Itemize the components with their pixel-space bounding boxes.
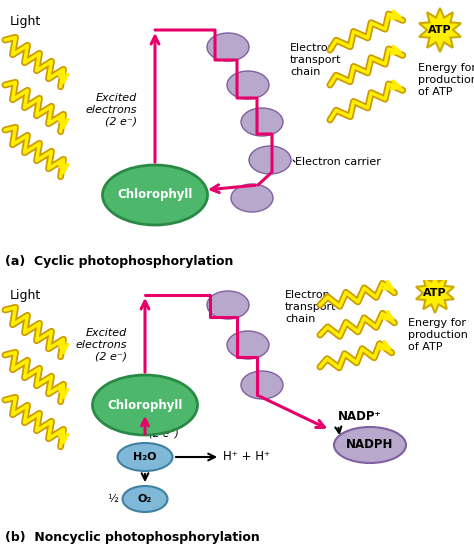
Text: Electron
transport
chain: Electron transport chain (290, 43, 341, 76)
Text: Chlorophyll: Chlorophyll (107, 399, 182, 411)
Ellipse shape (334, 427, 406, 463)
Text: H⁺ + H⁺: H⁺ + H⁺ (223, 450, 270, 464)
Text: ATP: ATP (423, 288, 447, 298)
Text: H₂O: H₂O (133, 452, 157, 462)
Ellipse shape (207, 291, 249, 319)
Text: Light: Light (10, 15, 41, 29)
Ellipse shape (249, 146, 291, 174)
Text: ATP: ATP (428, 25, 452, 35)
Text: Chlorophyll: Chlorophyll (117, 189, 193, 201)
Text: Electron
transport
chain: Electron transport chain (285, 290, 337, 323)
Ellipse shape (227, 331, 269, 359)
Text: Energy for
production
of ATP: Energy for production of ATP (418, 63, 474, 97)
Text: Electron carrier: Electron carrier (295, 157, 381, 167)
Ellipse shape (102, 165, 208, 225)
Ellipse shape (241, 371, 283, 399)
Text: (b)  Noncyclic photophosphorylation: (b) Noncyclic photophosphorylation (5, 531, 260, 543)
Ellipse shape (122, 486, 167, 512)
Polygon shape (416, 273, 454, 313)
Text: NADP⁺: NADP⁺ (338, 410, 382, 424)
Ellipse shape (241, 108, 283, 136)
Text: (a)  Cyclic photophosphorylation: (a) Cyclic photophosphorylation (5, 256, 233, 268)
Ellipse shape (118, 443, 173, 471)
Text: O₂: O₂ (138, 494, 152, 504)
Ellipse shape (231, 184, 273, 212)
Text: NADPH: NADPH (346, 438, 394, 452)
Ellipse shape (92, 375, 198, 435)
Text: Excited
electrons
(2 e⁻): Excited electrons (2 e⁻) (75, 328, 127, 361)
Ellipse shape (207, 33, 249, 61)
Polygon shape (419, 8, 461, 52)
Text: Light: Light (10, 289, 41, 301)
Text: (2 e⁻): (2 e⁻) (149, 428, 179, 438)
Ellipse shape (227, 71, 269, 99)
Text: Energy for
production
of ATP: Energy for production of ATP (408, 318, 468, 351)
Text: ½: ½ (108, 494, 118, 504)
Text: Excited
electrons
(2 e⁻): Excited electrons (2 e⁻) (85, 94, 137, 126)
